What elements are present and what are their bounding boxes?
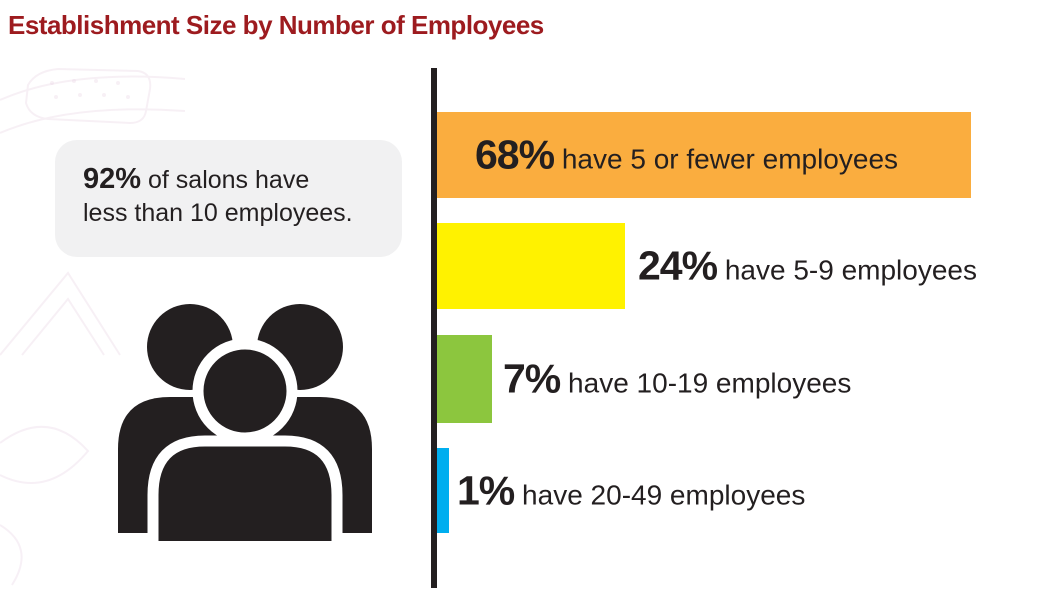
bar-7-percent — [437, 335, 492, 423]
bar-value: 24% — [638, 242, 718, 289]
bar-24-percent — [437, 223, 625, 309]
bar-label: 7% have 10-19 employees — [503, 356, 851, 403]
bar-1-percent — [437, 448, 449, 533]
bar-label: 1% have 20-49 employees — [457, 467, 805, 514]
bar-label: 24% have 5-9 employees — [638, 243, 977, 290]
bar-label-text: have 20-49 employees — [522, 479, 806, 510]
bar-label-text: have 10-19 employees — [568, 367, 852, 399]
chart-axis-line — [431, 68, 437, 588]
bar-value: 1% — [457, 467, 515, 513]
callout-value: 92% — [83, 163, 142, 195]
callout-box: 92% of salons have less than 10 employee… — [55, 140, 402, 257]
bar-label-text: have 5 or fewer employees — [561, 143, 899, 175]
people-group-icon — [118, 304, 372, 541]
callout-text-line2: less than 10 employees. — [83, 199, 353, 227]
bar-label-text: have 5-9 employees — [724, 254, 977, 286]
bar-68-percent — [437, 112, 971, 198]
callout-text-line1: of salons have — [148, 166, 310, 194]
page-title: Establishment Size by Number of Employee… — [8, 10, 544, 40]
bar-value: 7% — [503, 355, 561, 402]
bar-value: 68% — [475, 131, 555, 178]
bar-label: 68% have 5 or fewer employees — [475, 132, 898, 179]
